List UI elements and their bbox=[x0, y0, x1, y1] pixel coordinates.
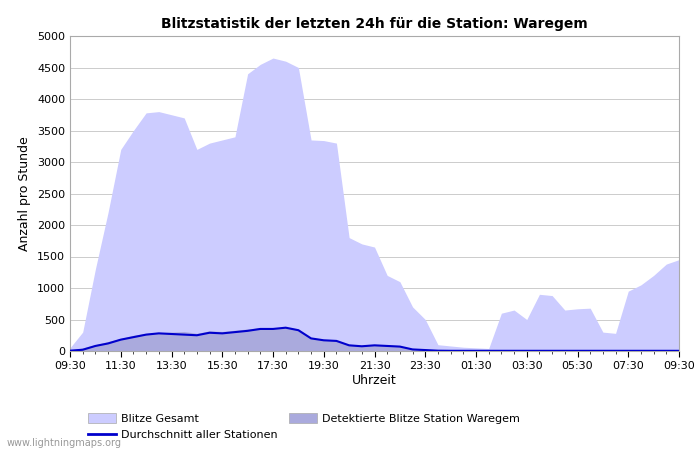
Title: Blitzstatistik der letzten 24h für die Station: Waregem: Blitzstatistik der letzten 24h für die S… bbox=[161, 17, 588, 31]
Legend: Blitze Gesamt, Durchschnitt aller Stationen, Detektierte Blitze Station Waregem: Blitze Gesamt, Durchschnitt aller Statio… bbox=[88, 413, 520, 441]
Y-axis label: Anzahl pro Stunde: Anzahl pro Stunde bbox=[18, 136, 32, 251]
X-axis label: Uhrzeit: Uhrzeit bbox=[352, 374, 397, 387]
Text: www.lightningmaps.org: www.lightningmaps.org bbox=[7, 438, 122, 448]
